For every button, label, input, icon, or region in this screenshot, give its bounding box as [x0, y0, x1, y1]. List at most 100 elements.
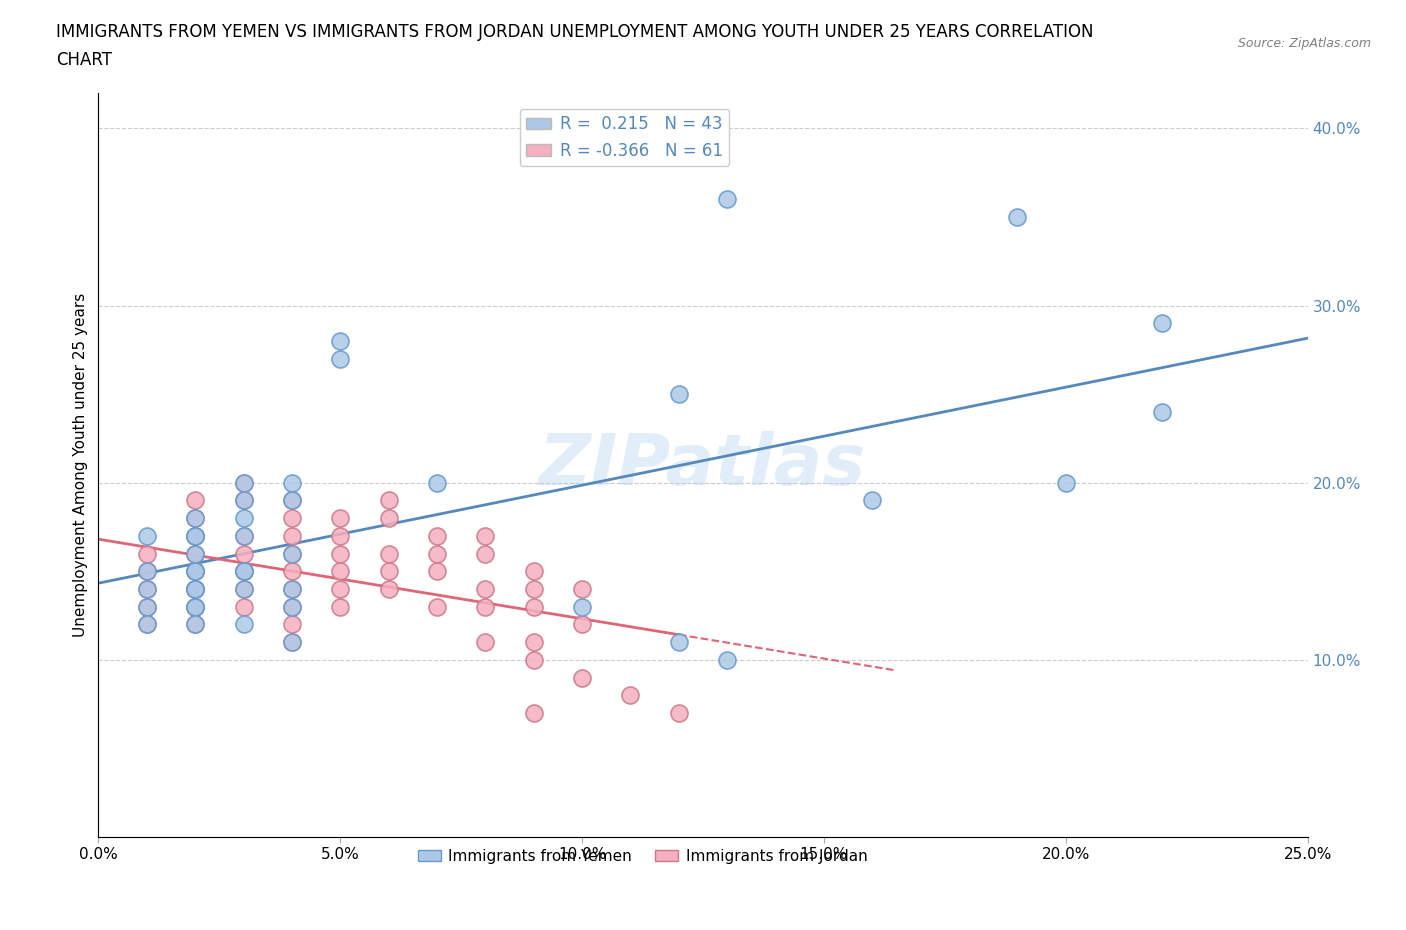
- Point: [135, 599, 157, 614]
- Text: ZIPatlas: ZIPatlas: [540, 431, 866, 499]
- Point: [377, 493, 399, 508]
- Point: [281, 511, 304, 525]
- Point: [281, 634, 304, 649]
- Point: [377, 511, 399, 525]
- Point: [232, 564, 254, 578]
- Point: [135, 581, 157, 596]
- Point: [232, 493, 254, 508]
- Point: [232, 617, 254, 631]
- Legend: Immigrants from Yemen, Immigrants from Jordan: Immigrants from Yemen, Immigrants from J…: [412, 844, 873, 870]
- Point: [474, 581, 496, 596]
- Point: [184, 617, 207, 631]
- Point: [426, 528, 449, 543]
- Point: [571, 599, 593, 614]
- Point: [329, 352, 352, 366]
- Point: [281, 546, 304, 561]
- Point: [281, 599, 304, 614]
- Y-axis label: Unemployment Among Youth under 25 years: Unemployment Among Youth under 25 years: [73, 293, 89, 637]
- Point: [329, 564, 352, 578]
- Point: [232, 581, 254, 596]
- Point: [523, 599, 546, 614]
- Point: [184, 599, 207, 614]
- Point: [474, 528, 496, 543]
- Point: [329, 528, 352, 543]
- Point: [377, 581, 399, 596]
- Point: [184, 581, 207, 596]
- Point: [1152, 316, 1174, 331]
- Point: [668, 387, 690, 402]
- Point: [135, 617, 157, 631]
- Point: [1152, 405, 1174, 419]
- Point: [377, 564, 399, 578]
- Point: [281, 581, 304, 596]
- Point: [184, 528, 207, 543]
- Point: [329, 334, 352, 349]
- Point: [232, 528, 254, 543]
- Point: [281, 617, 304, 631]
- Point: [571, 581, 593, 596]
- Point: [184, 564, 207, 578]
- Point: [474, 546, 496, 561]
- Point: [232, 581, 254, 596]
- Point: [329, 511, 352, 525]
- Point: [668, 634, 690, 649]
- Point: [474, 634, 496, 649]
- Point: [135, 581, 157, 596]
- Point: [426, 546, 449, 561]
- Point: [135, 617, 157, 631]
- Text: Source: ZipAtlas.com: Source: ZipAtlas.com: [1237, 37, 1371, 50]
- Point: [232, 564, 254, 578]
- Point: [426, 599, 449, 614]
- Point: [571, 671, 593, 685]
- Point: [281, 493, 304, 508]
- Point: [232, 528, 254, 543]
- Point: [232, 546, 254, 561]
- Point: [184, 546, 207, 561]
- Point: [184, 581, 207, 596]
- Point: [281, 564, 304, 578]
- Point: [184, 528, 207, 543]
- Point: [426, 564, 449, 578]
- Point: [281, 493, 304, 508]
- Point: [232, 511, 254, 525]
- Point: [232, 475, 254, 490]
- Point: [135, 546, 157, 561]
- Point: [184, 528, 207, 543]
- Text: CHART: CHART: [56, 51, 112, 69]
- Point: [523, 581, 546, 596]
- Point: [523, 634, 546, 649]
- Point: [377, 546, 399, 561]
- Point: [716, 653, 738, 668]
- Point: [668, 706, 690, 721]
- Point: [232, 493, 254, 508]
- Point: [523, 706, 546, 721]
- Point: [281, 581, 304, 596]
- Point: [184, 493, 207, 508]
- Point: [184, 511, 207, 525]
- Text: IMMIGRANTS FROM YEMEN VS IMMIGRANTS FROM JORDAN UNEMPLOYMENT AMONG YOUTH UNDER 2: IMMIGRANTS FROM YEMEN VS IMMIGRANTS FROM…: [56, 23, 1094, 41]
- Point: [329, 581, 352, 596]
- Point: [860, 493, 883, 508]
- Point: [474, 599, 496, 614]
- Point: [571, 617, 593, 631]
- Point: [184, 617, 207, 631]
- Point: [329, 546, 352, 561]
- Point: [135, 564, 157, 578]
- Point: [135, 528, 157, 543]
- Point: [184, 581, 207, 596]
- Point: [329, 599, 352, 614]
- Point: [184, 581, 207, 596]
- Point: [281, 475, 304, 490]
- Point: [184, 599, 207, 614]
- Point: [281, 528, 304, 543]
- Point: [716, 192, 738, 206]
- Point: [232, 564, 254, 578]
- Point: [184, 599, 207, 614]
- Point: [281, 599, 304, 614]
- Point: [1007, 209, 1029, 224]
- Point: [426, 475, 449, 490]
- Point: [184, 564, 207, 578]
- Point: [281, 546, 304, 561]
- Point: [184, 564, 207, 578]
- Point: [135, 599, 157, 614]
